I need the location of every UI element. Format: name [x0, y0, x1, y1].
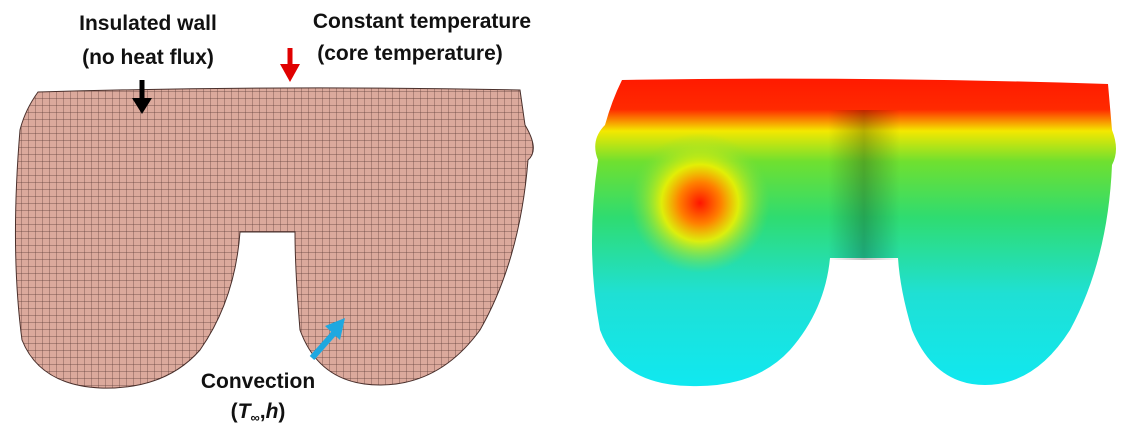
label-text: (core temperature)	[317, 42, 503, 65]
label-text: Convection	[201, 370, 315, 393]
figure: Insulated wall (no heat flux) Constant t…	[0, 0, 1125, 426]
temperature-model	[592, 79, 1116, 386]
label-text: (	[231, 400, 238, 423]
page: Insulated wall (no heat flux) Constant t…	[0, 0, 1125, 426]
label-text: (T∞,h)	[231, 400, 286, 425]
label-text: ∞	[250, 410, 259, 425]
label-text: Constant temperature	[313, 10, 531, 33]
label-text: h	[266, 400, 279, 423]
label-text: )	[278, 400, 285, 423]
mesh-model	[15, 88, 533, 388]
label-text: Insulated wall	[79, 12, 217, 35]
label-text: (no heat flux)	[82, 46, 214, 69]
